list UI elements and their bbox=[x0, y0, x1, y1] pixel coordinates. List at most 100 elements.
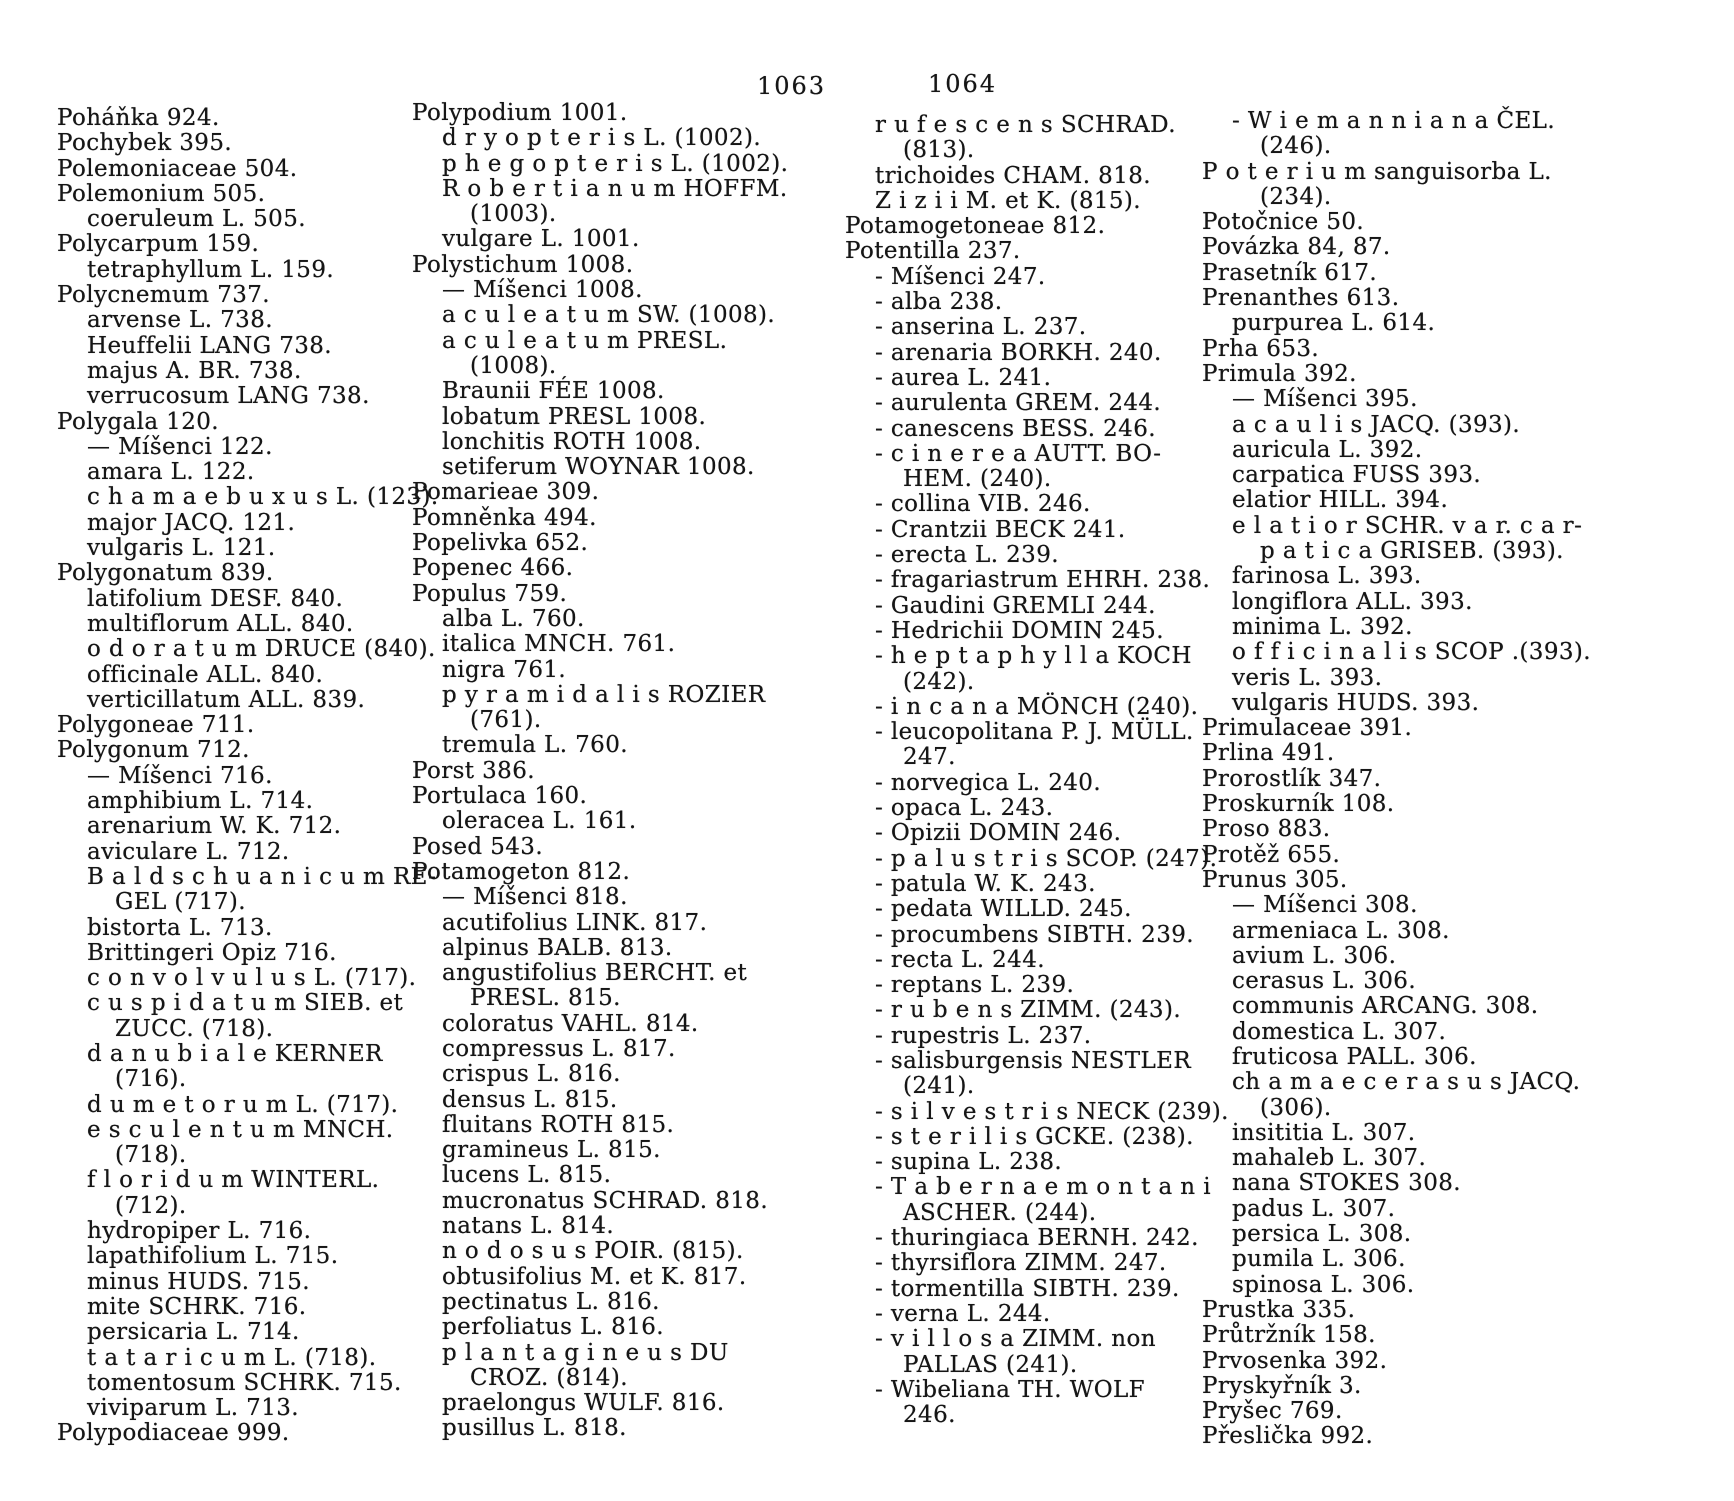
index-entry-line: armeniaca L. 308. bbox=[1232, 917, 1450, 944]
index-entry-line: p l a n t a g i n e u s DU bbox=[442, 1339, 729, 1366]
index-entry-line: Braunii FÉE 1008. bbox=[442, 378, 665, 405]
index-entry-line: perfoliatus L. 816. bbox=[442, 1314, 664, 1341]
index-entry-line: amara L. 122. bbox=[87, 459, 255, 486]
index-entry-line: purpurea L. 614. bbox=[1232, 310, 1436, 337]
index-entry-line: (813). bbox=[903, 137, 975, 164]
index-entry-line: p a t i c a GRISEB. (393). bbox=[1260, 538, 1564, 565]
index-entry-line: (234). bbox=[1260, 183, 1332, 210]
index-entry-line: setiferum WOYNAR 1008. bbox=[442, 454, 755, 481]
index-entry-line: - i n c a n a MÖNCH (240). bbox=[875, 693, 1199, 720]
index-entry-line: d u m e t o r u m L. (717). bbox=[87, 1091, 399, 1118]
index-entry-line: f l o r i d u m WINTERL. bbox=[87, 1167, 380, 1194]
index-entry-line: italica MNCH. 761. bbox=[442, 631, 676, 658]
index-entry-line: ZUCC. (718). bbox=[115, 1015, 274, 1042]
index-entry-line: Porst 386. bbox=[412, 757, 535, 784]
index-entry-line: gramineus L. 815. bbox=[442, 1137, 661, 1164]
index-entry-line: major JACQ. 121. bbox=[87, 509, 296, 536]
index-entry-line: - procumbens SIBTH. 239. bbox=[875, 921, 1194, 948]
index-entry-line: Přeslička 992. bbox=[1202, 1423, 1374, 1450]
index-entry-line: — Míšenci 395. bbox=[1232, 386, 1418, 413]
index-entry-line: PALLAS (241). bbox=[903, 1351, 1078, 1378]
index-entry-line: cerasus L. 306. bbox=[1232, 968, 1417, 995]
index-entry-line: a c u l e a t u m SW. (1008). bbox=[442, 302, 776, 329]
index-entry-line: - fragariastrum EHRH. 238. bbox=[875, 567, 1211, 594]
index-entry-line: 247. bbox=[903, 744, 956, 771]
index-entry-line: mahaleb L. 307. bbox=[1232, 1145, 1427, 1172]
index-entry-line: Heuffelii LANG 738. bbox=[87, 332, 333, 359]
index-entry-line: - Hedrichii DOMIN 245. bbox=[875, 617, 1164, 644]
index-entry-line: lobatum PRESL 1008. bbox=[442, 403, 707, 430]
index-entry-line: - collina VIB. 246. bbox=[875, 491, 1091, 518]
index-entry-line: Polycnemum 737. bbox=[57, 282, 270, 309]
index-entry-line: spinosa L. 306. bbox=[1232, 1271, 1415, 1298]
index-entry-line: Pryskyřník 3. bbox=[1202, 1372, 1362, 1399]
index-entry-line: - p a l u s t r i s SCOP. (247). bbox=[875, 845, 1218, 872]
index-entry-line: crispus L. 816. bbox=[442, 1061, 621, 1088]
page-number-left: 1063 bbox=[757, 72, 827, 100]
index-entry-line: (1008). bbox=[470, 352, 557, 379]
index-entry-line: farinosa L. 393. bbox=[1232, 563, 1422, 590]
index-entry-line: Prasetník 617. bbox=[1202, 259, 1378, 286]
index-entry-line: a c u l e a t u m PRESL. bbox=[442, 327, 728, 354]
index-entry-line: alba L. 760. bbox=[442, 605, 585, 632]
index-entry-line: elatior HILL. 394. bbox=[1232, 487, 1449, 514]
index-entry-line: lapathifolium L. 715. bbox=[87, 1243, 339, 1270]
index-entry-line: a c a u l i s JACQ. (393). bbox=[1232, 411, 1521, 438]
index-entry-line: - opaca L. 243. bbox=[875, 795, 1054, 822]
index-entry-line: c u s p i d a t u m SIEB. et bbox=[87, 990, 404, 1017]
index-entry-line: Potočnice 50. bbox=[1202, 209, 1365, 236]
index-entry-line: trichoides CHAM. 818. bbox=[875, 162, 1151, 189]
index-entry-line: praelongus WULF. 816. bbox=[442, 1390, 725, 1417]
index-entry-line: Polygonum 712. bbox=[57, 737, 250, 764]
index-entry-line: acutifolius LINK. 817. bbox=[442, 909, 708, 936]
index-entry-line: d r y o p t e r i s L. (1002). bbox=[442, 125, 762, 152]
index-entry-line: ch a m a e c e r a s u s JACQ. bbox=[1232, 1069, 1581, 1096]
index-entry-line: - patula W. K. 243. bbox=[875, 870, 1096, 897]
index-column-1064-right: - W i e m a n n i a n a ČEL. (246). P o t … bbox=[1202, 108, 1591, 1450]
index-entry-line: — Míšenci 716. bbox=[87, 762, 273, 789]
index-entry-line: aviculare L. 712. bbox=[87, 838, 290, 865]
index-entry-line: (716). bbox=[115, 1066, 187, 1093]
index-entry-line: multiflorum ALL. 840. bbox=[87, 610, 354, 637]
index-entry-line: Polemonium 505. bbox=[57, 180, 266, 207]
index-entry-line: - thuringiaca BERNH. 242. bbox=[875, 1225, 1199, 1252]
index-entry-line: - erecta L. 239. bbox=[875, 542, 1059, 569]
index-entry-line: — Míšenci 1008. bbox=[442, 277, 643, 304]
index-entry-line: - Wibeliana TH. WOLF bbox=[875, 1376, 1146, 1403]
index-column-1064-left: r u f e s c e n s SCHRAD. (813). trichoide… bbox=[845, 112, 1228, 1429]
index-entry-line: - r u b e n s ZIMM. (243). bbox=[875, 997, 1182, 1024]
index-entry-line: Brittingeri Opiz 716. bbox=[87, 939, 337, 966]
index-entry-line: - rupestris L. 237. bbox=[875, 1022, 1092, 1049]
index-entry-line: Pryšec 769. bbox=[1202, 1398, 1343, 1425]
index-entry-line: Prustka 335. bbox=[1202, 1296, 1356, 1323]
index-entry-line: Pomněnka 494. bbox=[412, 504, 597, 531]
index-entry-line: d a n u b i a l e KERNER bbox=[87, 1040, 383, 1067]
index-entry-line: Prvosenka 392. bbox=[1202, 1347, 1388, 1374]
index-entry-line: obtusifolius M. et K. 817. bbox=[442, 1263, 747, 1290]
index-column-1063-right: Polypodium 1001. d r y o p t e r i s L. (… bbox=[412, 100, 788, 1442]
index-entry-line: insititia L. 307. bbox=[1232, 1119, 1416, 1146]
index-entry-line: e s c u l e n t u m MNCH. bbox=[87, 1116, 394, 1143]
index-entry-line: 246. bbox=[903, 1402, 956, 1429]
index-entry-line: Polemoniaceae 504. bbox=[57, 155, 298, 182]
index-entry-line: Primulaceae 391. bbox=[1202, 715, 1413, 742]
index-entry-line: PRESL. 815. bbox=[470, 985, 621, 1012]
index-entry-line: avium L. 306. bbox=[1232, 942, 1397, 969]
index-entry-line: (761). bbox=[470, 707, 542, 734]
index-entry-line: R o b e r t i a n u m HOFFM. bbox=[442, 175, 788, 202]
index-entry-line: - Crantzii BECK 241. bbox=[875, 516, 1126, 543]
index-entry-line: e l a t i o r SCHR. v a r. c a r- bbox=[1232, 512, 1583, 539]
index-entry-line: verticillatum ALL. 839. bbox=[87, 686, 366, 713]
index-entry-line: Potamogeton 812. bbox=[412, 858, 631, 885]
index-entry-line: Proso 883. bbox=[1202, 816, 1331, 843]
index-entry-line: - anserina L. 237. bbox=[875, 314, 1087, 341]
index-entry-line: - c i n e r e a AUTT. BO- bbox=[875, 440, 1162, 467]
index-entry-line: mite SCHRK. 716. bbox=[87, 1293, 307, 1320]
index-entry-line: Pomarieae 309. bbox=[412, 479, 600, 506]
index-entry-line: angustifolius BERCHT. et bbox=[442, 960, 748, 987]
index-entry-line: Populus 759. bbox=[412, 580, 568, 607]
index-entry-line: p y r a m i d a l i s ROZIER bbox=[442, 681, 766, 708]
index-entry-line: minus HUDS. 715. bbox=[87, 1268, 310, 1295]
index-entry-line: vulgaris L. 121. bbox=[87, 535, 276, 562]
index-entry-line: - verna L. 244. bbox=[875, 1300, 1051, 1327]
